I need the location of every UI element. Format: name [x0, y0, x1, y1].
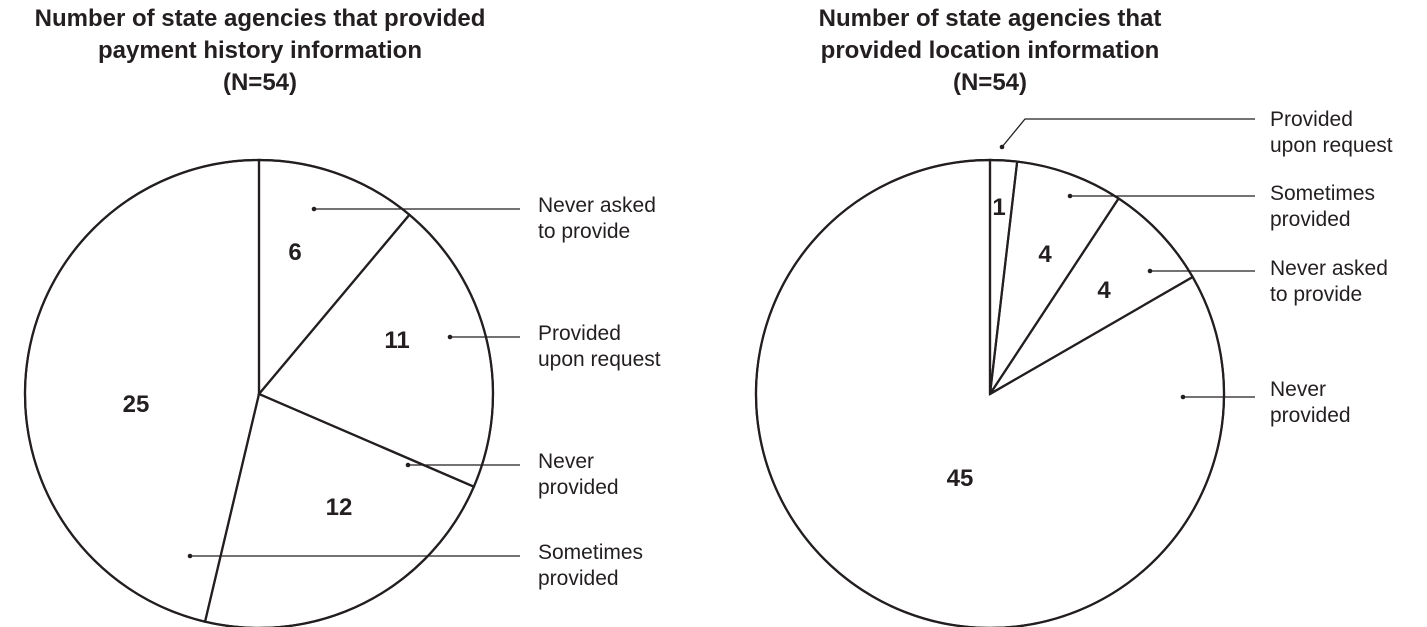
pie-slice	[23, 158, 261, 624]
slice-value-label: 45	[947, 465, 974, 492]
slice-category-label-line: provided	[1270, 404, 1351, 427]
slice-value-label: 12	[326, 494, 353, 521]
slice-value-label: 25	[123, 391, 150, 418]
slice-category-label: Sometimes provided	[1270, 182, 1375, 231]
chart-title-payment-history: Number of state agencies that provided p…	[0, 3, 520, 99]
slice-category-label-line: Never asked	[1270, 257, 1388, 280]
slice-category-label-line: provided	[538, 476, 619, 499]
slice-category-label-line: provided	[538, 567, 619, 590]
chart-title-location: Number of state agencies that provided l…	[734, 3, 1246, 99]
slice-value-label: 11	[384, 327, 409, 354]
pie-slice	[988, 160, 1121, 395]
slice-category-label: Provided upon request	[1270, 108, 1393, 157]
title-line: (N=54)	[222, 69, 298, 96]
slice-category-label: Never provided	[538, 450, 619, 499]
title-line: Number of state agencies that provided	[34, 5, 486, 32]
slice-category-label: Provided upon request	[538, 322, 661, 371]
slice-category-label-line: Sometimes	[538, 541, 643, 564]
slice-category-label: Sometimes provided	[538, 541, 643, 590]
slice-category-label-line: Provided	[538, 322, 621, 345]
slice-value-label: 4	[1097, 277, 1111, 304]
title-line: provided location information	[820, 37, 1160, 64]
pie-slice	[257, 158, 411, 398]
slice-category-label-line: Never	[1270, 378, 1326, 401]
slice-value-label: 6	[288, 239, 301, 266]
title-line: Number of state agencies that	[818, 5, 1162, 32]
slice-category-label: Never asked to provide	[1270, 257, 1388, 306]
slice-category-label-line: Sometimes	[1270, 182, 1375, 205]
slice-category-label: Never asked to provide	[538, 194, 656, 243]
slice-category-label-line: upon request	[1270, 134, 1393, 157]
pie-slice	[754, 158, 1226, 627]
slice-category-label-line: Never	[538, 450, 594, 473]
pie-slice	[989, 196, 1195, 395]
slice-category-label-line: to provide	[538, 220, 630, 243]
title-line: payment history information	[97, 37, 423, 64]
pie-slice	[203, 392, 476, 627]
slice-category-label: Never provided	[1270, 378, 1351, 427]
title-line: (N=54)	[952, 69, 1028, 96]
slice-category-label-line: upon request	[538, 348, 661, 371]
leader-line	[1001, 118, 1255, 148]
slice-value-label: 4	[1038, 241, 1052, 268]
slice-category-label-line: Never asked	[538, 194, 656, 217]
slice-category-label-line: Provided	[1270, 108, 1353, 131]
slice-category-label-line: provided	[1270, 208, 1351, 231]
pie-slice	[257, 213, 495, 489]
slice-category-label-line: to provide	[1270, 283, 1362, 306]
slice-value-label: 1	[992, 194, 1005, 221]
